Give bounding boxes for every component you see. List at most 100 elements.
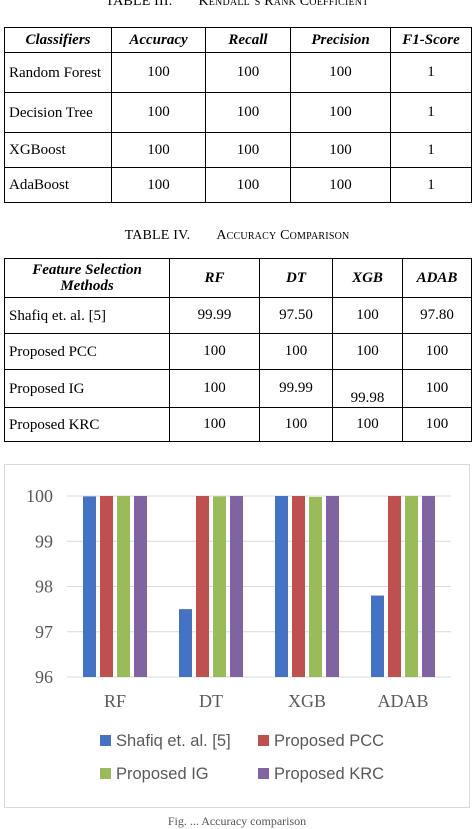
cell-value: 100 [402,407,472,442]
cell-value: 100 [111,132,206,168]
row-label: Decision Tree [4,92,112,133]
y-tick-label: 97 [35,622,53,642]
table-row: Random Forest 100 100 100 1 [4,52,472,93]
x-tick-label: RF [104,691,126,711]
header-rf: RF [169,258,260,298]
legend-label: Proposed KRC [274,765,384,783]
legend-swatch [258,735,269,746]
bar [196,496,209,677]
kendall-rank-table: Classifiers Accuracy Recall Precision F1… [4,27,472,203]
row-label: AdaBoost [4,167,112,203]
x-tick-label: XGB [288,691,326,711]
table-4-title: Accuracy Comparison [216,228,350,243]
table-3-caption: TABLE III. Kendall’s Rank Coefficient [0,0,474,10]
chart-svg: 96 97 98 99 100 RF DT XGB ADAB Shafiq et. al. [5]… [26,486,451,783]
table-4-number: TABLE IV. [124,228,191,243]
y-tick-label: 100 [26,486,53,506]
y-tick-label: 99 [35,531,53,551]
row-label: Proposed PCC [4,333,170,370]
legend-swatch [100,768,111,779]
cell-value: 99.99 [259,369,333,408]
bar [179,609,192,677]
header-recall: Recall [205,27,291,53]
cell-value: 100 [111,167,206,203]
legend-label: Shafiq et. al. [5] [116,732,231,750]
bar [326,496,339,677]
accuracy-comparison-table: Feature Selection Methods RF DT XGB ADAB… [4,258,472,442]
bar [213,496,226,677]
row-label: Proposed IG [4,369,170,408]
header-classifiers: Classifiers [4,27,112,53]
cell-value: 100 [111,52,206,93]
cell-value: 100 [169,333,260,370]
cell-value: 100 [332,407,403,442]
cell-value: 97.50 [259,297,333,334]
y-tick-label: 98 [35,577,53,597]
cell-value: 100 [259,333,333,370]
figure-caption: Fig. ... Accuracy comparison [167,814,307,828]
cell-value: 100 [205,167,291,203]
bar [371,595,384,677]
table-3-title: Kendall’s Rank Coefficient [198,0,369,9]
y-tick-label: 96 [35,667,53,687]
table-3-number: TABLE III. [105,0,173,9]
table-row: Proposed PCC 100 100 100 100 [4,333,472,370]
table-4-caption: TABLE IV. Accuracy Comparison [0,228,474,244]
legend-label: Proposed IG [116,765,209,783]
table-row: Decision Tree 100 100 100 1 [4,92,472,133]
table-row: AdaBoost 100 100 100 1 [4,167,472,203]
cell-value: 100 [169,369,260,408]
bar [100,496,113,677]
row-label: Random Forest [4,52,112,93]
cell-value: 100 [402,333,472,370]
cell-value: 100 [111,92,206,133]
bar [422,496,435,677]
legend-label: Proposed PCC [274,732,384,750]
header-feature-selection-methods: Feature Selection Methods [4,258,170,298]
legend-swatch [258,768,269,779]
bar [83,496,96,677]
table-header-row: Feature Selection Methods RF DT XGB ADAB [4,258,472,298]
table-row: Proposed IG 100 99.99 99.98 100 [4,369,472,408]
row-label: XGBoost [4,132,112,168]
header-f1-score: F1-Score [390,27,472,53]
bar [388,496,401,677]
cell-value: 99.99 [169,297,260,334]
bar [275,496,288,677]
row-label: Shafiq et. al. [5] [4,297,170,334]
cell-value: 100 [290,92,391,133]
header-precision: Precision [290,27,391,53]
cell-value: 100 [205,132,291,168]
cell-value: 1 [390,167,472,203]
cell-value: 100 [332,333,403,370]
cell-value: 99.98 [332,369,403,408]
header-adab: ADAB [402,258,472,298]
table-row: XGBoost 100 100 100 1 [4,132,472,168]
x-tick-label: DT [199,691,223,711]
table-header-row: Classifiers Accuracy Recall Precision F1… [4,27,472,53]
x-tick-label: ADAB [377,691,428,711]
cell-value: 100 [290,132,391,168]
cell-value: 100 [259,407,333,442]
table-row: Shafiq et. al. [5] 99.99 97.50 100 97.80 [4,297,472,334]
bar [117,496,130,677]
header-dt: DT [259,258,333,298]
row-label: Proposed KRC [4,407,170,442]
bar [230,496,243,677]
bar [405,496,418,677]
cell-value: 100 [290,52,391,93]
cell-value: 100 [332,297,403,334]
bar [134,496,147,677]
cell-value: 97.80 [402,297,472,334]
cell-value: 100 [290,167,391,203]
header-xgb: XGB [332,258,403,298]
cell-value: 100 [402,369,472,408]
bar [292,496,305,677]
cell-value: 1 [390,52,472,93]
bar [309,496,322,677]
header-accuracy: Accuracy [111,27,206,53]
table-row: Proposed KRC 100 100 100 100 [4,407,472,442]
cell-value: 100 [205,92,291,133]
cell-value: 1 [390,132,472,168]
legend-swatch [100,735,111,746]
